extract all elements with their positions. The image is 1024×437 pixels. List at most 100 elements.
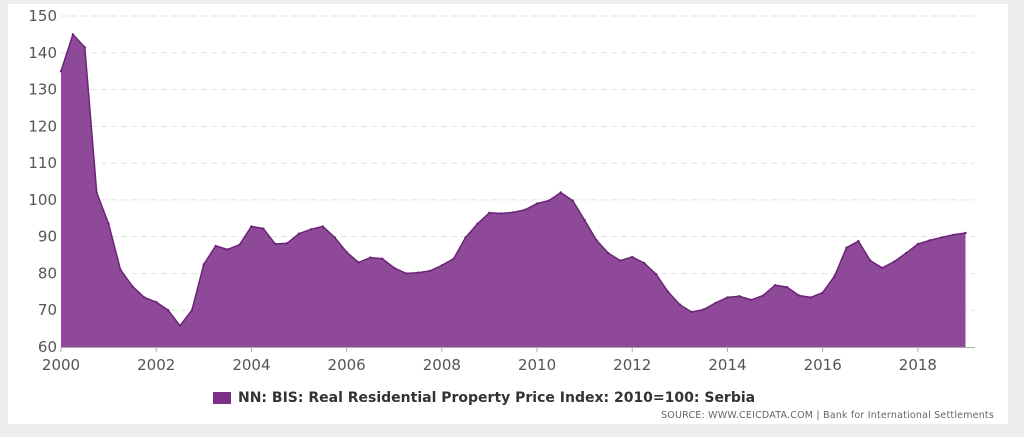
data-point-63 (809, 296, 812, 299)
chart-card: 60 70 80 90 100 110 120 130 140 150 2000 2002 2004 2… (8, 4, 1008, 424)
data-point-62 (797, 294, 801, 297)
data-point-71 (904, 252, 908, 255)
data-point-54 (702, 308, 705, 311)
y-tick-label-70: 70 (38, 301, 57, 319)
x-tick-label-2002: 2002 (137, 356, 175, 374)
data-point-44 (583, 218, 586, 222)
x-tick-label-2012: 2012 (613, 356, 651, 374)
data-point-64 (821, 291, 824, 294)
data-point-27 (381, 257, 384, 260)
axes (60, 347, 975, 352)
legend-swatch (213, 392, 231, 404)
data-point-4 (107, 222, 110, 225)
y-tick-label-90: 90 (38, 228, 57, 246)
data-point-12 (202, 263, 205, 266)
data-point-55 (714, 301, 717, 305)
y-tick-label-140: 140 (28, 44, 57, 62)
data-point-53 (690, 310, 693, 314)
data-point-72 (916, 242, 920, 246)
data-point-31 (428, 269, 432, 273)
data-point-49 (643, 261, 646, 265)
data-point-76 (964, 231, 967, 235)
data-point-52 (678, 303, 682, 306)
data-point-40 (535, 202, 539, 205)
legend[interactable]: NN: BIS: Real Residential Property Price… (213, 390, 755, 406)
data-point-14 (226, 248, 229, 251)
data-point-50 (654, 273, 658, 276)
x-tick-label-2008: 2008 (423, 356, 461, 374)
data-point-2 (83, 46, 87, 49)
y-tick-label-60: 60 (38, 338, 57, 356)
data-point-21 (309, 228, 313, 231)
data-point-34 (464, 236, 467, 239)
data-point-9 (166, 309, 170, 312)
data-point-19 (285, 242, 289, 245)
data-point-51 (666, 290, 670, 293)
data-point-20 (297, 232, 301, 235)
data-point-43 (571, 199, 574, 202)
x-tick-label-2000: 2000 (42, 356, 80, 374)
data-point-66 (845, 246, 848, 249)
x-tick-label-2014: 2014 (708, 356, 746, 374)
y-tick-label-110: 110 (28, 154, 57, 172)
y-tick-label-80: 80 (38, 264, 57, 282)
data-point-22 (321, 225, 324, 228)
data-point-5 (119, 268, 122, 271)
data-point-61 (785, 285, 789, 289)
data-point-56 (726, 296, 729, 299)
data-point-73 (928, 239, 931, 242)
y-axis-ticks: 60 70 80 90 100 110 120 130 140 150 (28, 7, 57, 356)
data-point-1 (71, 33, 75, 36)
data-point-32 (440, 264, 443, 267)
data-point-45 (595, 239, 598, 242)
data-point-41 (547, 199, 551, 202)
data-point-65 (833, 274, 836, 278)
data-point-23 (333, 236, 336, 239)
x-tick-label-2018: 2018 (899, 356, 937, 374)
data-point-17 (262, 227, 265, 230)
data-point-26 (369, 256, 372, 259)
data-point-58 (750, 298, 753, 302)
data-point-16 (250, 225, 253, 228)
data-point-10 (178, 324, 182, 327)
x-tick-label-2016: 2016 (804, 356, 842, 374)
data-point-8 (155, 300, 158, 304)
data-point-68 (869, 259, 872, 262)
data-point-75 (952, 233, 955, 236)
data-point-48 (631, 255, 634, 259)
data-point-42 (559, 191, 562, 194)
data-point-37 (500, 212, 503, 215)
data-point-36 (488, 211, 491, 214)
data-point-11 (190, 309, 194, 312)
plot-area (59, 32, 967, 348)
data-point-39 (523, 208, 527, 211)
data-point-59 (762, 294, 765, 297)
y-tick-label-100: 100 (28, 191, 57, 209)
legend-label: NN: BIS: Real Residential Property Price… (238, 390, 756, 406)
data-point-70 (892, 260, 896, 263)
series-area (61, 34, 966, 348)
y-tick-label-120: 120 (28, 117, 57, 135)
data-point-60 (773, 284, 777, 287)
x-tick-label-2004: 2004 (232, 356, 270, 374)
data-point-24 (345, 250, 348, 254)
x-axis-ticks: 2000 2002 2004 2006 2008 2010 2012 2014 2016 2018 (42, 356, 937, 374)
data-point-46 (607, 252, 610, 255)
data-point-29 (404, 272, 408, 275)
data-point-33 (452, 257, 455, 260)
data-point-28 (393, 266, 396, 270)
data-point-57 (738, 295, 741, 298)
data-point-25 (357, 261, 360, 264)
y-tick-label-130: 130 (28, 81, 57, 99)
data-point-15 (238, 243, 241, 246)
data-point-6 (131, 285, 134, 288)
data-point-13 (214, 244, 217, 248)
source-note: SOURCE: WWW.CEICDATA.COM | Bank for Inte… (661, 410, 994, 421)
x-tick-label-2010: 2010 (518, 356, 556, 374)
data-point-35 (476, 222, 479, 225)
x-tick-label-2006: 2006 (328, 356, 366, 374)
data-point-69 (881, 266, 884, 270)
data-point-0 (59, 70, 63, 73)
y-tick-label-150: 150 (28, 7, 57, 25)
